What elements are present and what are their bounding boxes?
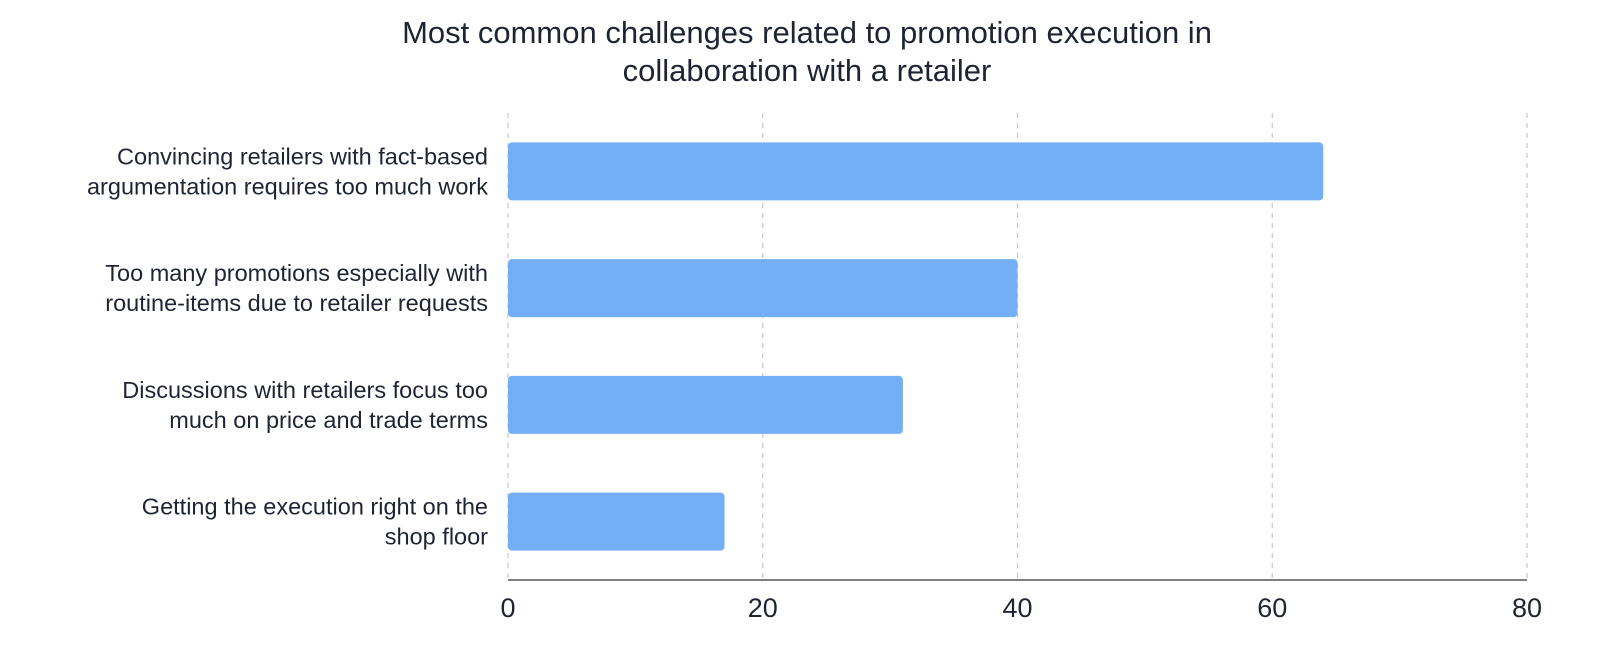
category-label-1: Convincing retailers with fact-based argu… bbox=[87, 143, 488, 199]
bar-3 bbox=[508, 375, 903, 434]
category-label-2-line-1: Too many promotions especially with bbox=[105, 260, 488, 286]
x-tick-label-20: 20 bbox=[748, 593, 778, 623]
category-label-3: Discussions with retailers focus too much… bbox=[122, 377, 488, 433]
x-tick-label-40: 40 bbox=[1002, 593, 1032, 623]
x-tick-label-0: 0 bbox=[500, 593, 515, 623]
category-label-1-line-2: argumentation requires too much work bbox=[87, 173, 488, 199]
chart-title: Most common challenges related to promot… bbox=[0, 14, 1614, 90]
bar-4 bbox=[508, 492, 725, 551]
bar-2 bbox=[508, 259, 1018, 318]
x-axis: 0 20 40 60 80 bbox=[500, 579, 1542, 623]
category-label-4-line-2: shop floor bbox=[385, 524, 488, 550]
category-label-2-line-2: routine-items due to retailer requests bbox=[105, 290, 488, 316]
category-label-3-line-1: Discussions with retailers focus too bbox=[122, 377, 488, 403]
bars bbox=[508, 142, 1324, 551]
category-label-1-line-1: Convincing retailers with fact-based bbox=[117, 143, 488, 169]
category-label-4-line-1: Getting the execution right on the bbox=[142, 494, 488, 520]
category-label-2: Too many promotions especially with routi… bbox=[105, 260, 488, 316]
chart-title-line-1: Most common challenges related to promot… bbox=[402, 15, 1212, 50]
category-label-4: Getting the execution right on the shop f… bbox=[142, 494, 488, 550]
x-tick-label-80: 80 bbox=[1512, 593, 1542, 623]
x-tick-label-60: 60 bbox=[1257, 593, 1287, 623]
category-labels: Convincing retailers with fact-based argu… bbox=[87, 143, 488, 549]
grid-lines bbox=[507, 113, 1528, 580]
bar-1 bbox=[508, 142, 1324, 201]
category-label-3-line-2: much on price and trade terms bbox=[169, 407, 488, 433]
chart-title-line-2: collaboration with a retailer bbox=[622, 53, 992, 88]
